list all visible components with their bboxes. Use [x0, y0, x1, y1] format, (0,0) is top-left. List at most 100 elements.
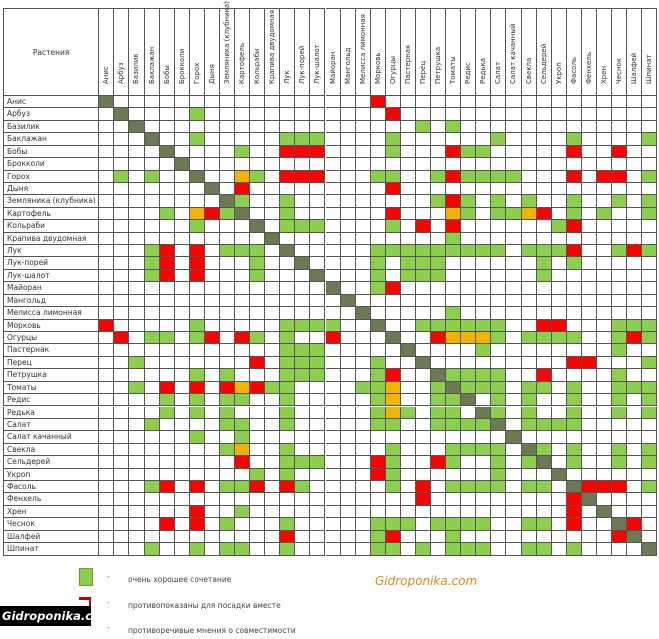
compat-cell-empty — [250, 307, 266, 320]
compat-cell-empty — [219, 220, 236, 233]
compat-cell-empty — [144, 356, 160, 370]
compat-cell-good — [370, 245, 386, 258]
compat-cell-bad — [566, 220, 582, 233]
compat-cell-empty — [114, 182, 130, 196]
compat-cell-empty — [415, 195, 432, 208]
column-header: Перец — [415, 8, 432, 96]
compat-cell-empty — [506, 133, 522, 146]
compat-cell-empty — [355, 344, 371, 357]
compat-cell-empty — [566, 108, 582, 121]
compat-cell-empty — [431, 356, 447, 370]
compat-cell-diagonal — [310, 269, 326, 283]
compat-cell-empty — [476, 356, 492, 370]
compat-cell-empty — [250, 282, 266, 295]
compat-cell-empty — [144, 120, 160, 134]
compat-cell-empty — [114, 319, 130, 332]
compat-cell-empty — [114, 344, 130, 357]
compat-cell-empty — [265, 443, 281, 457]
compat-cell-bad — [204, 207, 220, 221]
compat-cell-good — [642, 456, 658, 469]
compat-cell-empty — [189, 145, 205, 159]
column-header: Бобы — [159, 8, 175, 96]
compat-cell-empty — [612, 207, 628, 221]
compat-cell-empty — [129, 505, 145, 519]
row-label: Пастернак — [3, 344, 100, 357]
compat-cell-empty — [400, 331, 416, 345]
compat-cell-bad — [159, 381, 175, 395]
compat-cell-empty — [310, 468, 326, 481]
compat-cell-good — [627, 381, 643, 395]
compat-cell-empty — [400, 369, 416, 382]
compat-cell-empty — [159, 158, 175, 171]
row-label: Редька — [3, 406, 100, 419]
compat-cell-diagonal — [596, 505, 613, 519]
compat-cell-empty — [596, 282, 613, 295]
compat-cell-empty — [280, 96, 296, 109]
column-header-label: Хрен — [599, 65, 608, 84]
compat-cell-empty — [370, 344, 386, 357]
compat-cell-empty — [265, 195, 281, 208]
compat-cell-good — [114, 170, 130, 183]
compat-cell-empty — [265, 220, 281, 233]
row-label: Сельдерей — [3, 456, 100, 469]
compat-cell-empty — [265, 294, 281, 308]
compat-cell-empty — [506, 518, 522, 531]
compat-cell-good — [370, 418, 386, 432]
compat-cell-bad — [295, 170, 311, 183]
compat-cell-empty — [295, 307, 311, 320]
compat-cell-good — [400, 406, 416, 419]
compat-cell-empty — [536, 133, 552, 146]
compat-cell-empty — [596, 431, 613, 444]
compat-cell-good — [521, 406, 537, 419]
compat-cell-empty — [204, 443, 220, 457]
compat-cell-empty — [536, 96, 552, 109]
compat-cell-empty — [596, 344, 613, 357]
compat-cell-good — [144, 543, 160, 556]
compat-cell-empty — [129, 269, 145, 283]
compat-cell-empty — [144, 232, 160, 246]
compat-cell-empty — [596, 145, 613, 159]
compat-cell-empty — [536, 344, 552, 357]
compat-cell-empty — [431, 96, 447, 109]
compat-cell-empty — [612, 505, 628, 519]
compat-cell-empty — [325, 468, 341, 481]
compat-cell-empty — [385, 195, 401, 208]
compat-cell-good — [642, 406, 658, 419]
compat-cell-empty — [566, 96, 582, 109]
column-header: Сельдерей — [536, 8, 552, 96]
compat-cell-empty — [114, 232, 130, 246]
row-label: Базилик — [3, 120, 100, 134]
compat-cell-bad — [385, 182, 401, 196]
compat-cell-empty — [491, 530, 507, 544]
compat-cell-empty — [476, 493, 492, 506]
compat-cell-good — [280, 543, 296, 556]
compat-cell-empty — [114, 269, 130, 283]
compat-cell-empty — [415, 182, 432, 196]
compat-cell-empty — [174, 406, 190, 419]
compat-cell-empty — [340, 158, 356, 171]
compat-cell-good — [446, 418, 462, 432]
compat-cell-empty — [355, 543, 371, 556]
compat-cell-diagonal — [415, 356, 432, 370]
compat-cell-diagonal — [551, 468, 567, 481]
compat-cell-good — [235, 418, 251, 432]
compat-cell-empty — [204, 530, 220, 544]
compat-cell-empty — [144, 468, 160, 481]
compat-cell-good — [551, 331, 567, 345]
compat-cell-good — [415, 257, 432, 270]
compat-cell-empty — [295, 245, 311, 258]
compat-cell-empty — [536, 120, 552, 134]
compat-cell-good — [280, 331, 296, 345]
column-header: Чеснок — [612, 8, 628, 96]
compat-cell-good — [461, 543, 477, 556]
compat-cell-good — [612, 331, 628, 345]
compat-cell-good — [250, 245, 266, 258]
compat-cell-empty — [129, 443, 145, 457]
compat-cell-empty — [129, 518, 145, 531]
compat-cell-bad — [189, 269, 205, 283]
compat-cell-good — [491, 319, 507, 332]
compat-cell-empty — [612, 269, 628, 283]
compat-cell-empty — [99, 344, 115, 357]
compat-cell-empty — [235, 530, 251, 544]
compat-cell-diagonal — [129, 120, 145, 134]
